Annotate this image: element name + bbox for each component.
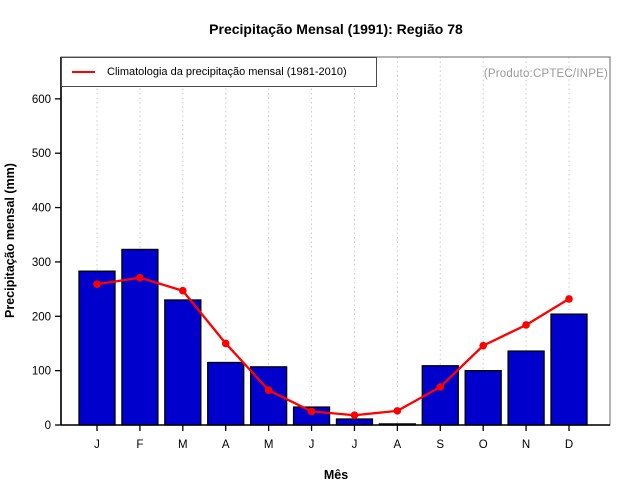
x-tick-label: A — [394, 439, 402, 451]
y-tick-label: 600 — [32, 94, 51, 106]
x-tick-label: N — [522, 439, 530, 451]
climatology-point-8 — [393, 407, 402, 415]
legend: Climatologia da precipitação mensal (198… — [61, 57, 377, 87]
bar-month-4 — [207, 361, 245, 426]
climatology-point-2 — [136, 273, 144, 282]
y-tick-label: 400 — [32, 203, 51, 215]
bar-month-7 — [335, 418, 374, 426]
x-tick-label: M — [264, 439, 274, 451]
climatology-point-5 — [264, 386, 273, 395]
climatology-point-11 — [522, 321, 530, 329]
bar-month-1 — [78, 270, 116, 426]
bar-month-12 — [550, 313, 588, 426]
x-axis-title: Mês — [323, 468, 349, 482]
legend-line-icon — [72, 70, 95, 74]
x-tick-label: J — [309, 439, 315, 451]
x-tick-label: J — [94, 439, 100, 451]
climatology-point-7 — [350, 411, 359, 420]
climatology-point-10 — [479, 341, 487, 350]
bar-month-3 — [164, 299, 202, 426]
x-tick-label: M — [178, 439, 188, 451]
x-tick-label: O — [479, 439, 488, 451]
watermark-text: (Produto:CPTEC/INPE) — [483, 68, 608, 80]
x-tick-label: J — [352, 439, 358, 451]
x-tick-label: D — [565, 439, 573, 451]
y-tick-label: 0 — [45, 420, 51, 432]
x-tick-label: A — [222, 439, 230, 451]
chart-title: Precipitação Mensal (1991): Região 78 — [209, 21, 463, 37]
y-axis-title: Precipitação mensal (mm) — [3, 163, 17, 319]
climatology-point-3 — [179, 286, 187, 295]
climatology-point-1 — [93, 280, 101, 289]
bar-month-11 — [507, 350, 545, 426]
climatology-point-9 — [436, 383, 445, 391]
x-tick-label: S — [436, 439, 444, 451]
climatology-line — [96, 276, 570, 417]
legend-label: Climatologia da precipitação mensal (198… — [107, 66, 347, 78]
y-tick-label: 200 — [32, 311, 51, 323]
climatology-point-12 — [565, 295, 573, 303]
climatology-point-6 — [307, 407, 316, 416]
x-tick-label: F — [136, 439, 143, 451]
climatology-point-4 — [221, 339, 230, 348]
y-tick-label: 100 — [32, 366, 51, 378]
y-tick-label: 300 — [32, 257, 51, 269]
bar-month-10 — [464, 369, 502, 426]
y-tick-label: 500 — [32, 148, 51, 160]
